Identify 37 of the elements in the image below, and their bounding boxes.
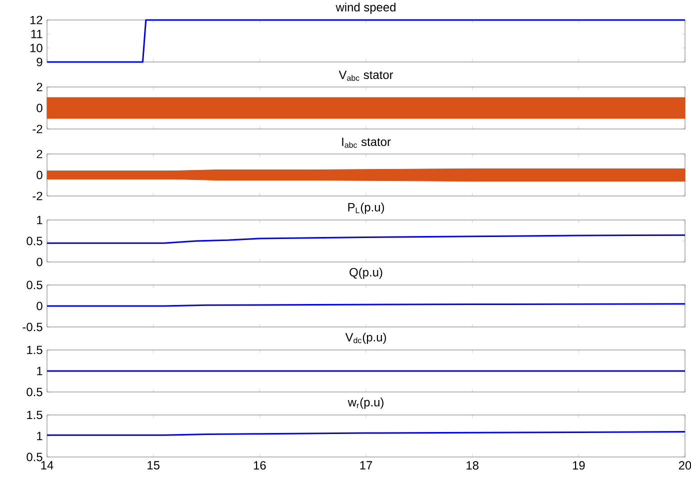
y-tick-label: 1	[37, 432, 42, 440]
y-tick-label: 0.5	[26, 280, 42, 290]
y-tick-label: 1	[37, 366, 42, 376]
x-tick-label: 17	[360, 461, 372, 470]
x-tick-label: 15	[148, 461, 160, 470]
chart-title: Q(p.u)	[350, 268, 382, 279]
y-tick-label: -2	[32, 192, 42, 200]
y-tick-label: 0	[36, 302, 42, 310]
y-tick-label: 11	[31, 30, 42, 38]
y-tick-label: 0.5	[26, 236, 42, 246]
chart-title: wind speed	[336, 2, 396, 14]
chart-title: w$_{r}$(p.u)	[348, 398, 384, 409]
y-tick-label: 9	[36, 58, 42, 66]
chart-title: P$_{L}$(p.u)	[348, 202, 384, 214]
y-tick-label: 0	[36, 258, 42, 266]
y-tick-label: 0	[36, 104, 42, 112]
y-tick-label: -0.5	[22, 322, 42, 332]
y-tick-label: 0.5	[26, 452, 42, 462]
x-tick-label: 16	[254, 461, 266, 470]
y-tick-label: 1.5	[27, 410, 42, 420]
y-tick-label: 10	[30, 44, 42, 52]
x-tick-label: 19	[572, 461, 585, 470]
chart-title: I$_{abc}$ stator	[342, 138, 391, 148]
line-series	[46, 234, 686, 244]
chart-title: V$_{dc}$(p.u)	[345, 332, 386, 344]
x-tick-label: 18	[466, 461, 478, 470]
y-tick-label: 1.5	[27, 346, 42, 354]
x-tick-label: 20	[678, 461, 691, 470]
y-tick-label: 2	[36, 82, 42, 92]
y-tick-label: 2	[36, 150, 42, 158]
y-tick-label: 1	[37, 216, 42, 224]
y-tick-label: 0	[36, 170, 42, 180]
y-tick-label: 0.5	[26, 388, 42, 396]
chart-title: V$_{abc}$ stator	[338, 70, 394, 81]
y-tick-label: -2	[32, 124, 42, 134]
x-tick-label: 14	[41, 461, 54, 470]
y-tick-label: 12	[30, 16, 42, 24]
